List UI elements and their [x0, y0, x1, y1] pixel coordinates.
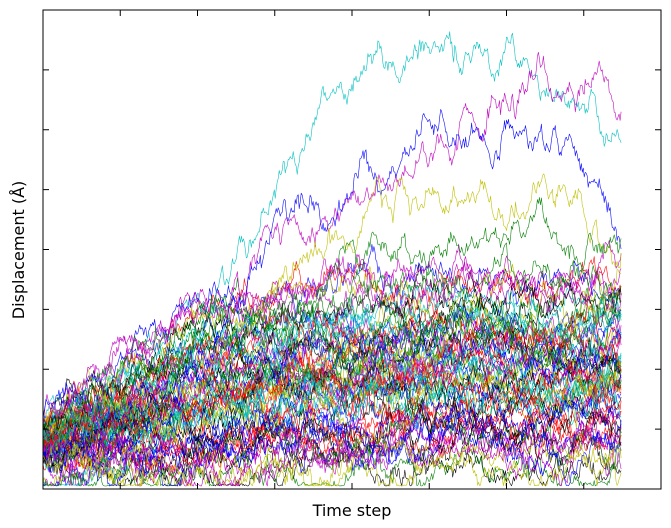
- series-line: [43, 388, 622, 478]
- series-line: [43, 275, 622, 444]
- series-line: [43, 52, 622, 487]
- series-line: [43, 300, 622, 447]
- series-line: [43, 297, 622, 432]
- series-line: [43, 411, 622, 479]
- series-line: [43, 353, 622, 461]
- series-line: [43, 173, 622, 487]
- series-line: [43, 288, 622, 426]
- plot-area: [42, 9, 662, 490]
- series-line: [43, 350, 622, 473]
- series-line: [43, 109, 622, 487]
- series-line: [43, 403, 622, 486]
- x-axis-label: Time step: [312, 501, 392, 520]
- series-line: [43, 431, 622, 487]
- series-line: [43, 31, 622, 487]
- series-line: [43, 407, 622, 487]
- y-axis-label: Displacement (Å): [9, 181, 28, 320]
- series-line: [43, 359, 622, 435]
- axis-ticks: [43, 10, 661, 489]
- series-line: [43, 255, 622, 446]
- series-line: [43, 298, 622, 454]
- series-line: [43, 355, 622, 442]
- series-line: [43, 242, 622, 440]
- series-line: [43, 410, 622, 487]
- series-line: [43, 197, 622, 487]
- series-line: [43, 374, 622, 459]
- series-line: [43, 433, 622, 487]
- series-line: [43, 328, 622, 438]
- series-line: [43, 412, 622, 487]
- series-line: [43, 240, 622, 426]
- series-group: [43, 31, 622, 487]
- series-line: [43, 263, 622, 436]
